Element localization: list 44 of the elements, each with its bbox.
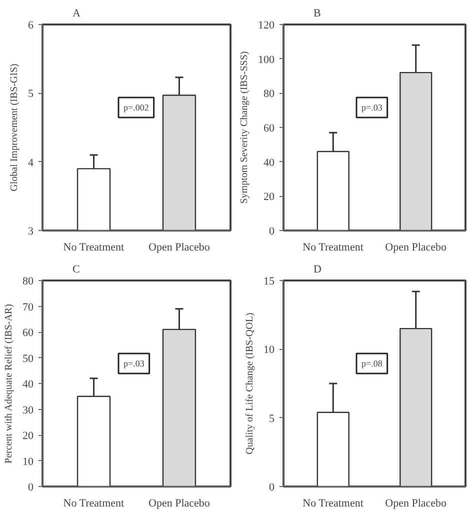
- annotation: p=.002: [124, 102, 149, 112]
- y-tick-label: 5: [28, 88, 34, 100]
- annotation: p=.08: [362, 358, 383, 368]
- annotation: p=.03: [362, 102, 383, 112]
- y-tick-label: 80: [264, 88, 275, 100]
- y-axis-title: Quality of Life Change (IBS-QOL): [244, 312, 256, 454]
- y-tick-label: 60: [264, 122, 275, 134]
- y-tick-label: 10: [264, 344, 275, 356]
- y-tick-label: 10: [22, 456, 34, 468]
- y-tick-label: 6: [28, 20, 34, 32]
- chart-title: C: [72, 264, 80, 276]
- y-tick-label: 3: [28, 226, 34, 238]
- y-tick-label: 30: [22, 404, 34, 416]
- y-tick-label: 40: [264, 156, 275, 169]
- y-tick-label: 0: [269, 226, 275, 238]
- x-tick-label: Open Placebo: [385, 498, 448, 510]
- y-axis-title: Symptom Severity Change (IBS-SSS): [239, 51, 250, 204]
- y-tick-label: 70: [22, 301, 34, 314]
- x-tick-label: No Treatment: [63, 242, 124, 254]
- y-axis-title: Global Improvement (IBS-GIS): [9, 64, 20, 192]
- y-tick-label: 15: [264, 276, 275, 288]
- x-tick-label: No Treatment: [63, 498, 124, 510]
- x-tick-label: No Treatment: [302, 498, 364, 510]
- chart-title: A: [72, 8, 80, 20]
- y-axis-title: Percent with Adequate Relief (IBS-AR): [4, 304, 14, 464]
- y-tick-label: 20: [22, 430, 34, 442]
- annotation: p=.03: [124, 358, 145, 368]
- y-tick-label: 40: [22, 378, 34, 390]
- y-tick-label: 0: [269, 482, 275, 494]
- x-tick-label: Open Placebo: [385, 242, 448, 254]
- y-tick-label: 60: [22, 327, 34, 339]
- y-tick-label: 80: [22, 276, 34, 288]
- y-tick-label: 100: [258, 54, 275, 66]
- x-tick-label: No Treatment: [302, 242, 364, 254]
- y-tick-label: 20: [264, 191, 275, 204]
- x-tick-label: Open Placebo: [148, 242, 210, 254]
- chart-title: D: [314, 264, 322, 276]
- y-tick-label: 4: [28, 156, 34, 169]
- y-tick-label: 5: [269, 412, 275, 425]
- y-tick-label: 50: [22, 352, 34, 365]
- x-tick-label: Open Placebo: [148, 498, 210, 510]
- y-tick-label: 0: [28, 482, 34, 494]
- y-tick-label: 120: [258, 20, 275, 32]
- chart-title: B: [314, 8, 321, 20]
